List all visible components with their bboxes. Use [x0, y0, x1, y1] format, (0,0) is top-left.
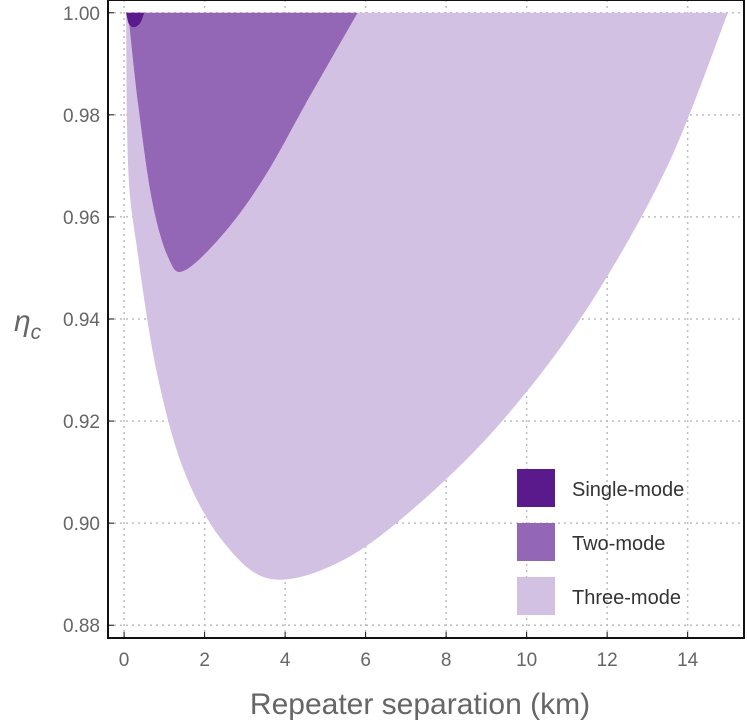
- legend-swatch: [517, 523, 555, 561]
- x-tick-label: 12: [597, 650, 618, 671]
- x-tick-label: 6: [360, 650, 371, 671]
- y-axis-symbol: η: [14, 305, 31, 338]
- regions: [126, 12, 728, 580]
- y-tick-label: 0.92: [63, 412, 100, 433]
- legend: Single-mode Two-mode Three-mode: [517, 469, 684, 615]
- legend-label: Three-mode: [572, 587, 681, 609]
- x-tick-label: 10: [516, 650, 537, 671]
- y-tick-label: 0.96: [63, 208, 100, 229]
- legend-swatch: [517, 469, 555, 507]
- y-tick-label: 1.00: [63, 4, 100, 25]
- y-axis-subscript: c: [31, 321, 42, 344]
- region-single-mode: [126, 12, 145, 28]
- legend-label: Two-mode: [572, 533, 665, 555]
- tick-marks: [108, 12, 689, 638]
- region-two-mode: [128, 12, 358, 272]
- x-tick-label: 2: [199, 650, 210, 671]
- y-tick-label: 0.88: [63, 616, 100, 637]
- x-tick-label: 8: [441, 650, 452, 671]
- legend-label: Single-mode: [572, 479, 684, 501]
- x-tick-label: 14: [677, 650, 699, 671]
- y-tick-label: 0.94: [63, 310, 100, 331]
- x-axis-title: Repeater separation (km): [250, 688, 590, 721]
- legend-swatch: [517, 577, 555, 615]
- y-axis-title: ηc: [14, 305, 42, 344]
- y-tick-label: 0.98: [63, 106, 100, 127]
- x-tick-label: 0: [119, 650, 130, 671]
- y-tick-label: 0.90: [63, 514, 100, 535]
- tick-labels: 0 2 4 6 8 10 12 14 0.88 0.90 0.92 0.94 0.96 0.98 1.00: [63, 4, 699, 671]
- x-tick-label: 4: [280, 650, 291, 671]
